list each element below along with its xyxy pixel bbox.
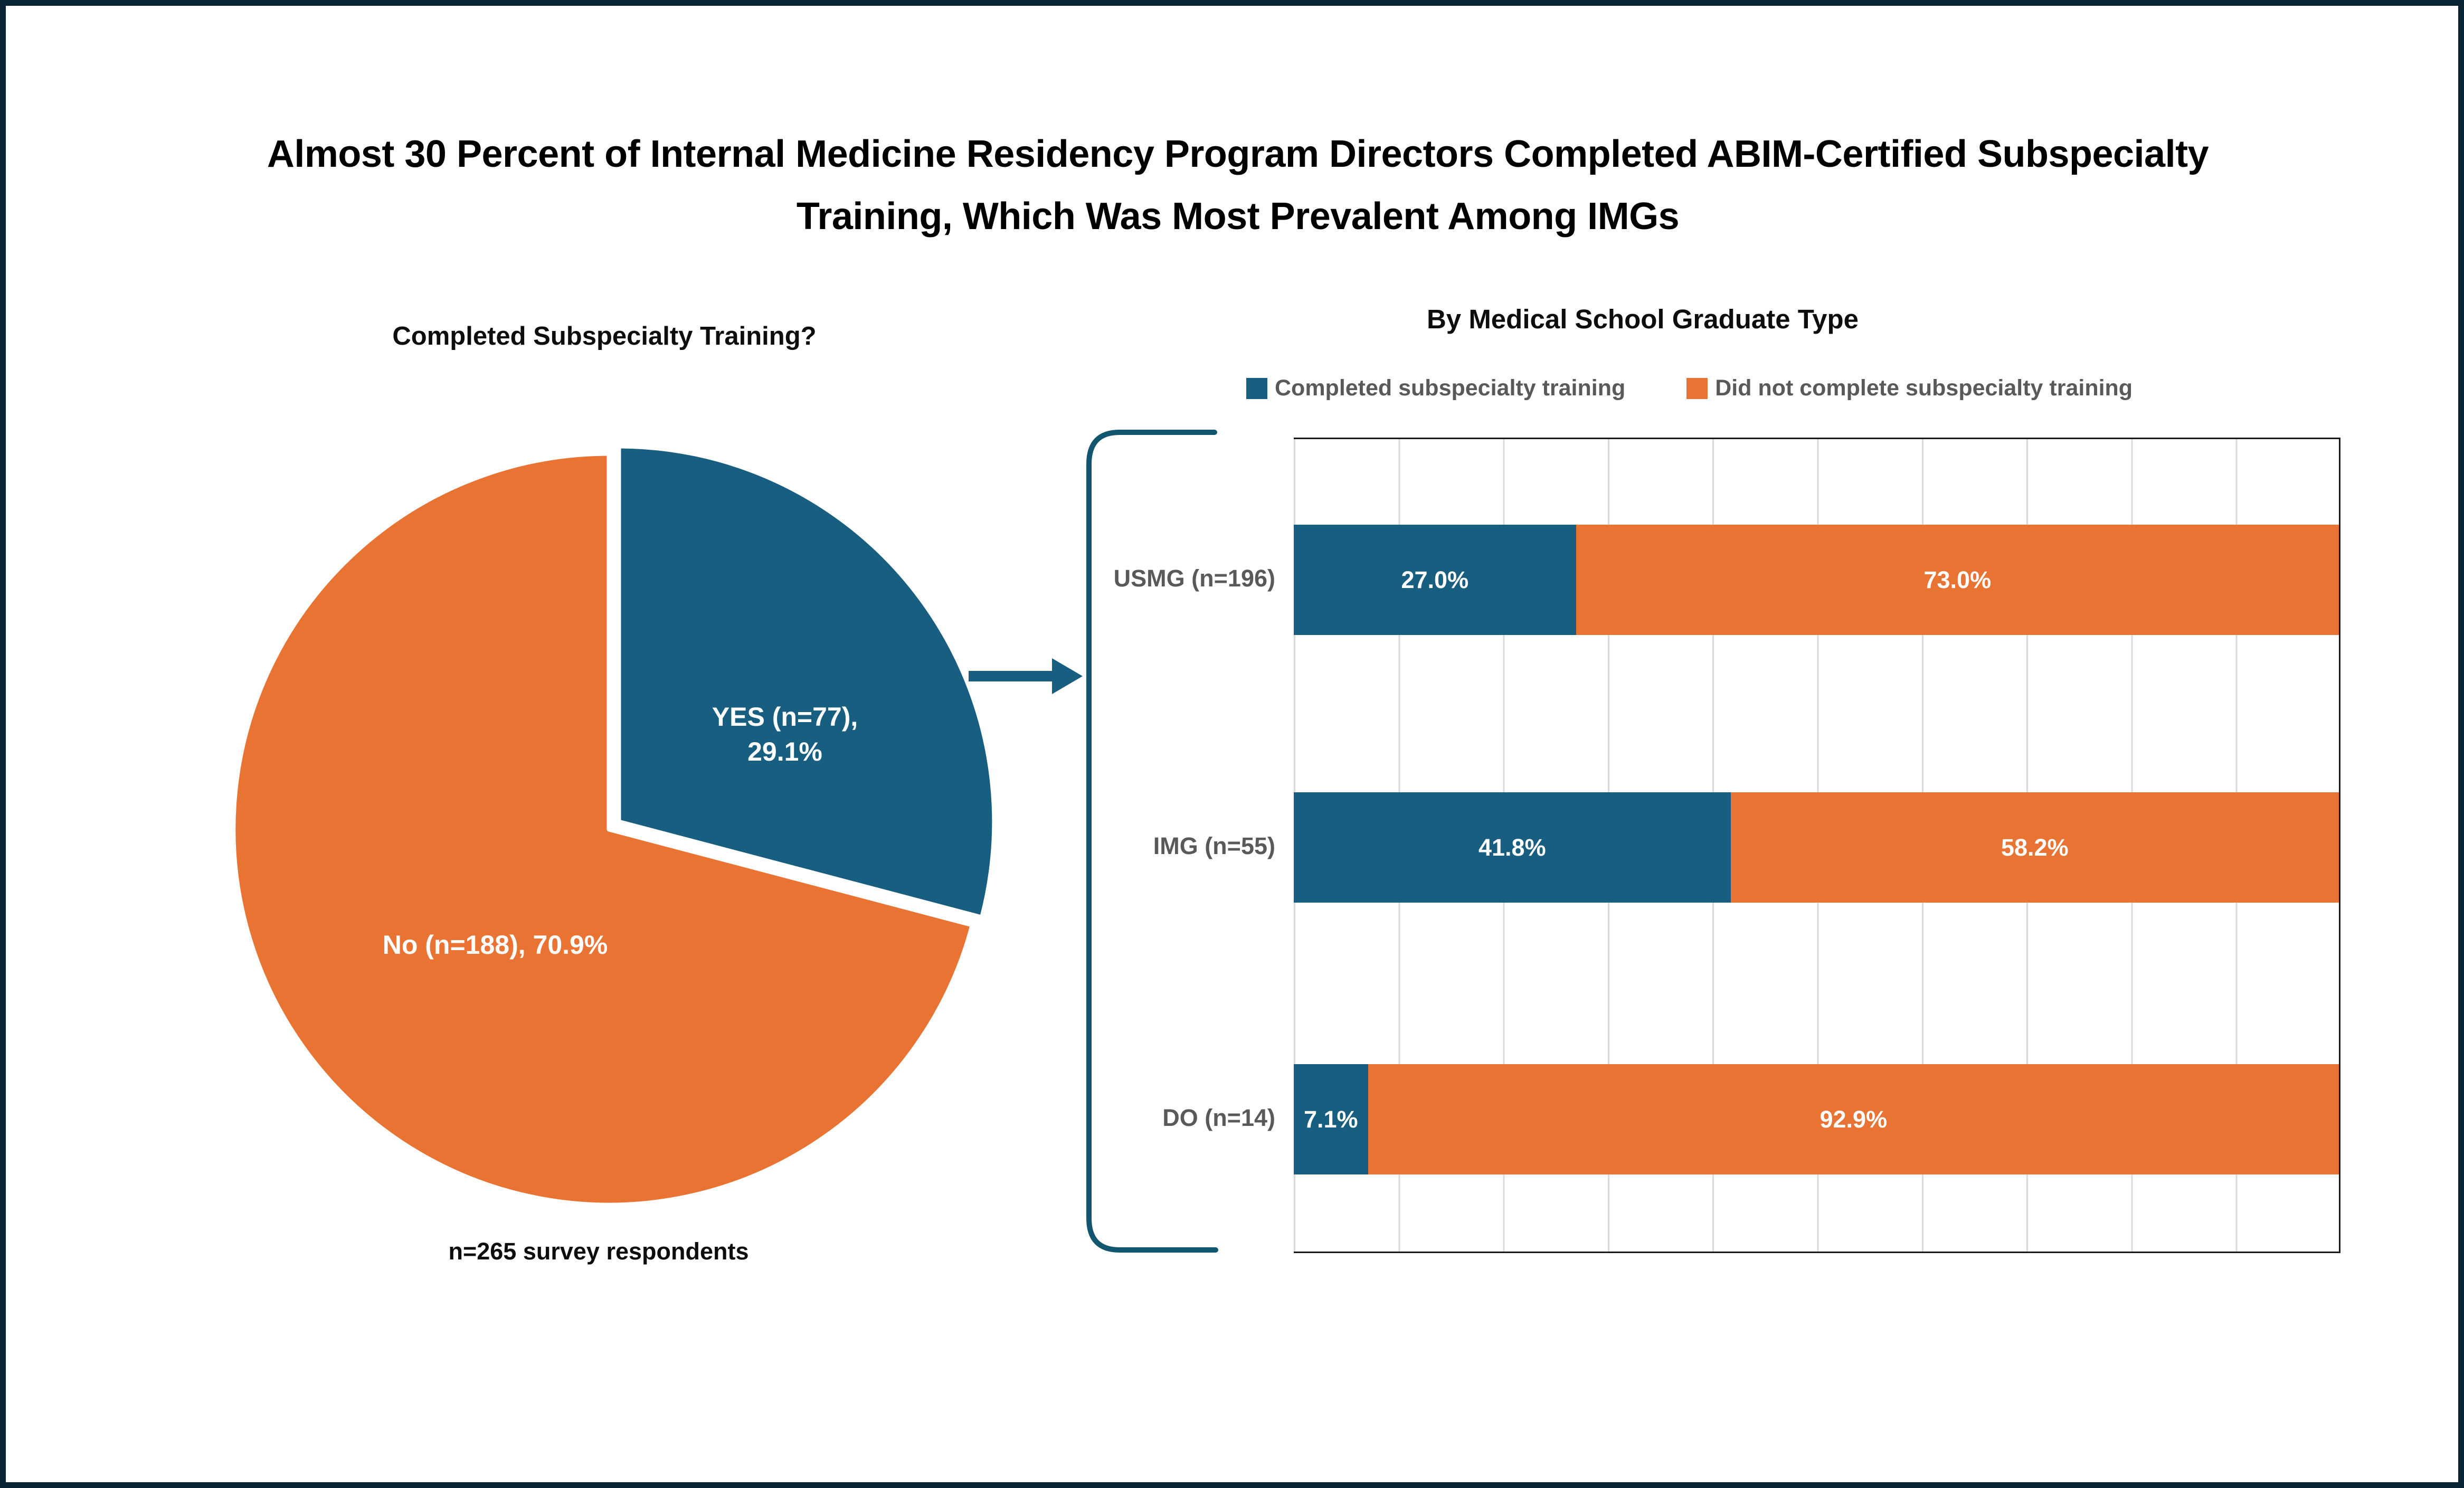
connector-arrow-head-icon [1052, 658, 1083, 694]
bar-value-label: 73.0% [1923, 566, 1992, 593]
bar-segment-img-not-completed: 58.2% [1730, 792, 2339, 903]
bar-chart-legend: Completed subspecialty training Did not … [1246, 375, 2133, 401]
bar-row-img: 41.8% 58.2% [1294, 792, 2339, 903]
category-label-img: IMG (n=55) [1153, 832, 1275, 859]
legend-item-completed: Completed subspecialty training [1246, 375, 1625, 401]
legend-swatch-completed-icon [1246, 377, 1267, 399]
bar-segment-usmg-not-completed: 73.0% [1576, 525, 2339, 635]
pie-sample-size-note: n=265 survey respondents [448, 1238, 749, 1265]
connector-arrow-shaft [969, 671, 1052, 681]
bar-segment-usmg-completed: 27.0% [1294, 525, 1576, 635]
bar-value-label: 41.8% [1479, 833, 1546, 861]
bar-value-label: 27.0% [1401, 566, 1469, 593]
grouping-bracket [1086, 430, 1218, 1253]
figure-title-line1: Almost 30 Percent of Internal Medicine R… [267, 133, 2209, 175]
bar-segment-do-completed: 7.1% [1294, 1064, 1368, 1174]
figure-title-line2: Training, Which Was Most Prevalent Among… [796, 195, 1680, 238]
pie-yes-data-label-line2: 29.1% [747, 737, 822, 766]
pie-slice-yes [616, 443, 997, 920]
bar-value-label: 92.9% [1819, 1105, 1888, 1133]
category-label-usmg: USMG (n=196) [1113, 565, 1275, 592]
pie-no-data-label: No (n=188), 70.9% [382, 930, 608, 960]
figure-title: Almost 30 Percent of Internal Medicine R… [169, 123, 2307, 248]
legend-swatch-not-completed-icon [1686, 377, 1708, 399]
category-label-do: DO (n=14) [1162, 1104, 1275, 1131]
pie-yes-data-label: YES (n=77), 29.1% [653, 699, 917, 769]
pie-chart [231, 443, 997, 1208]
legend-item-not-completed: Did not complete subspecialty training [1686, 375, 2133, 401]
pie-slice-no [231, 451, 975, 1208]
pie-chart-title: Completed Subspecialty Training? [392, 322, 817, 350]
grouping-bracket-path [1086, 430, 1218, 1253]
bar-value-label: 58.2% [2001, 833, 2069, 861]
bar-segment-do-not-completed: 92.9% [1368, 1064, 2339, 1174]
bar-value-label: 7.1% [1304, 1105, 1358, 1133]
bar-row-do: 7.1% 92.9% [1294, 1064, 2339, 1174]
bar-row-usmg: 27.0% 73.0% [1294, 525, 2339, 635]
legend-label-completed: Completed subspecialty training [1275, 375, 1626, 401]
bar-chart-title: By Medical School Graduate Type [1426, 304, 1859, 334]
bar-chart-plot-area: 27.0% 73.0% 41.8% 58.2% 7.1% 92.9% [1294, 438, 2340, 1253]
pie-yes-data-label-line1: YES (n=77), [712, 702, 858, 732]
bar-segment-img-completed: 41.8% [1294, 792, 1731, 903]
legend-label-not-completed: Did not complete subspecialty training [1715, 375, 2133, 401]
